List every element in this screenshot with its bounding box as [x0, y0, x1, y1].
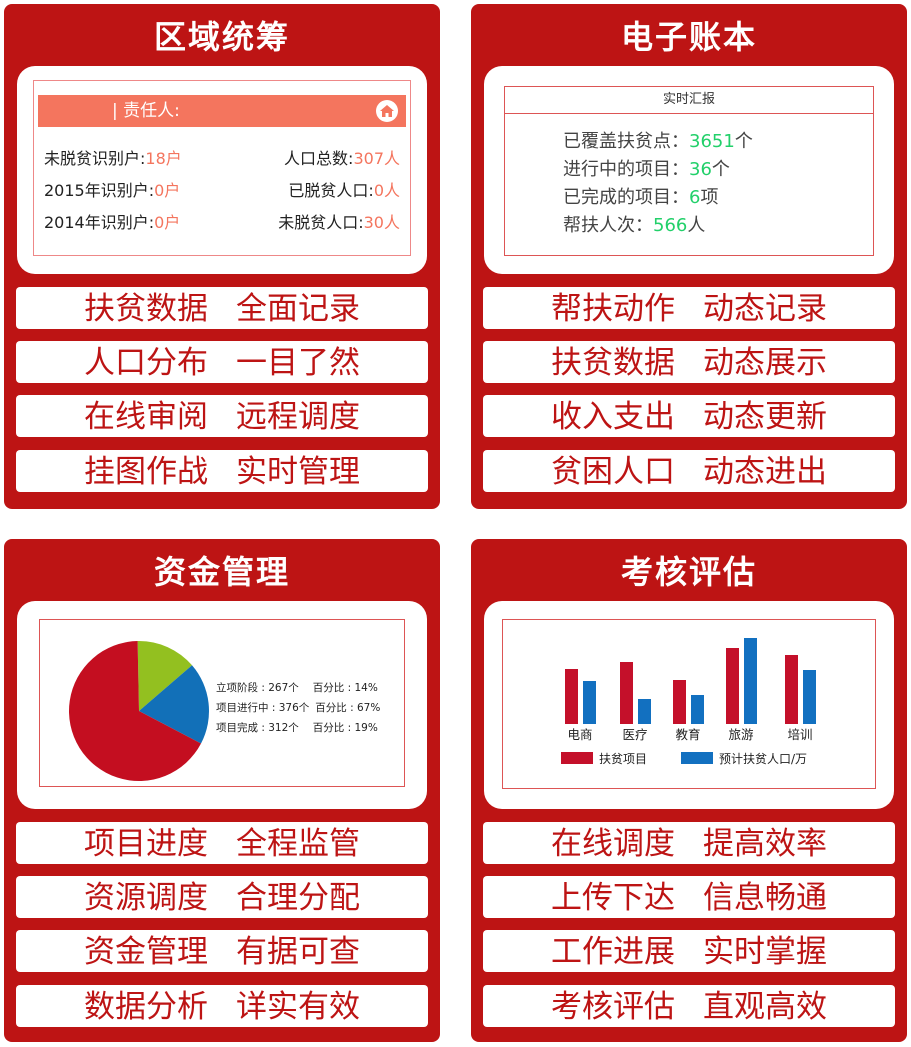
pie-slice	[69, 641, 202, 781]
pie-slice	[137, 641, 193, 711]
feature-row: 上传下达 信息畅通	[483, 876, 895, 918]
stat-2014-households: 2014年识别户:0户	[44, 213, 181, 232]
panel-title: 区域统筹	[153, 18, 290, 56]
bar	[638, 699, 651, 724]
bar	[583, 681, 596, 724]
bar	[726, 648, 739, 724]
feature-row: 贫困人口 动态进出	[483, 450, 895, 492]
panel-title: 电子账本	[620, 18, 757, 56]
stat-lifted-population: 已脱贫人口:0人	[288, 181, 400, 200]
report-frame: 实时汇报 已覆盖扶贫点：3651个 进行中的项目：36个 已完成的项目：6项 帮…	[504, 86, 874, 256]
report-line: 已完成的项目：6项	[563, 187, 719, 208]
bar	[673, 680, 686, 724]
legend-label: 扶贫项目	[599, 751, 647, 766]
x-tick-label: 电商	[567, 727, 592, 742]
bar	[691, 695, 704, 724]
bar-frame: 电商 医疗 教育 旅游 培训扶贫项目 预计扶贫人口/万	[502, 619, 876, 789]
feature-row: 考核评估 直观高效	[483, 985, 895, 1027]
feature-row: 工作进展 实时掌握	[483, 930, 895, 972]
feature-row: 扶贫数据 动态展示	[483, 341, 895, 383]
panel-title: 资金管理	[153, 553, 290, 591]
pie-legend-item: 立项阶段 : 267个 百分比 : 14%	[216, 682, 378, 694]
responsible-bar: | 责任人:	[38, 95, 406, 127]
x-tick-label: 教育	[675, 727, 700, 742]
x-tick-label: 旅游	[728, 727, 754, 742]
bar	[565, 669, 578, 724]
ledger-card: 实时汇报 已覆盖扶贫点：3651个 进行中的项目：36个 已完成的项目：6项 帮…	[484, 66, 894, 274]
feature-row: 在线调度 提高效率	[483, 822, 895, 864]
pie-frame: 立项阶段 : 267个 百分比 : 14% 项目进行中 : 376个 百分比 : 6…	[39, 619, 405, 787]
report-line: 帮扶人次：566人	[563, 215, 706, 236]
x-tick-label: 培训	[787, 727, 812, 742]
bar	[803, 670, 816, 724]
legend-label: 预计扶贫人口/万	[719, 751, 807, 766]
stat-2015-households: 2015年识别户:0户	[44, 181, 181, 200]
panel-assess: 考核评估 电商 医疗 教育 旅游 培训扶贫项目 预计扶贫人口/万 在线调度 提高效率 上传下…	[471, 539, 907, 1042]
report-line: 已覆盖扶贫点：3651个	[563, 131, 753, 152]
stat-unlifted-population: 未脱贫人口:30人	[278, 213, 400, 232]
feature-row: 在线审阅 远程调度	[16, 395, 428, 437]
x-tick-label: 医疗	[622, 727, 647, 742]
pie-slice	[139, 665, 209, 744]
bar	[744, 638, 757, 724]
bar	[785, 655, 798, 724]
pie-legend-item: 项目进行中 : 376个 百分比 : 67%	[216, 702, 381, 714]
legend-swatch	[561, 752, 593, 764]
feature-row: 挂图作战 实时管理	[16, 450, 428, 492]
pie-chart	[69, 641, 209, 781]
panel-ledger: 电子账本 实时汇报 已覆盖扶贫点：3651个 进行中的项目：36个 已完成的项目…	[471, 4, 907, 509]
feature-row: 扶贫数据 全面记录	[16, 287, 428, 329]
feature-row: 数据分析 详实有效	[16, 985, 428, 1027]
bar	[620, 662, 633, 724]
assess-card: 电商 医疗 教育 旅游 培训扶贫项目 预计扶贫人口/万	[484, 601, 894, 809]
panel-funds: 资金管理 立项阶段 : 267个 百分比 : 14% 项目进行中 : 376个 百分…	[4, 539, 440, 1042]
stat-total-population: 人口总数:307人	[284, 149, 400, 168]
legend-swatch	[681, 752, 713, 764]
report-header: 实时汇报	[505, 87, 873, 114]
panel-area: 区域统筹 | 责任人: 未脱贫识别户:18户 人口总数:307人 2015年识别…	[4, 4, 440, 509]
feature-row: 资源调度 合理分配	[16, 876, 428, 918]
stat-unreleased-households: 未脱贫识别户:18户	[44, 149, 182, 168]
responsible-label: | 责任人:	[112, 101, 180, 121]
feature-row: 项目进度 全程监管	[16, 822, 428, 864]
feature-row: 收入支出 动态更新	[483, 395, 895, 437]
home-icon[interactable]	[376, 100, 398, 122]
feature-row: 帮扶动作 动态记录	[483, 287, 895, 329]
report-line: 进行中的项目：36个	[563, 159, 730, 180]
area-card-frame: | 责任人: 未脱贫识别户:18户 人口总数:307人 2015年识别户:0户 …	[33, 80, 411, 256]
panel-title: 考核评估	[620, 553, 757, 591]
feature-row: 人口分布 一目了然	[16, 341, 428, 383]
feature-row: 资金管理 有据可查	[16, 930, 428, 972]
area-card: | 责任人: 未脱贫识别户:18户 人口总数:307人 2015年识别户:0户 …	[17, 66, 427, 274]
pie-legend-item: 项目完成 : 312个 百分比 : 19%	[216, 722, 378, 734]
funds-card: 立项阶段 : 267个 百分比 : 14% 项目进行中 : 376个 百分比 : 6…	[17, 601, 427, 809]
